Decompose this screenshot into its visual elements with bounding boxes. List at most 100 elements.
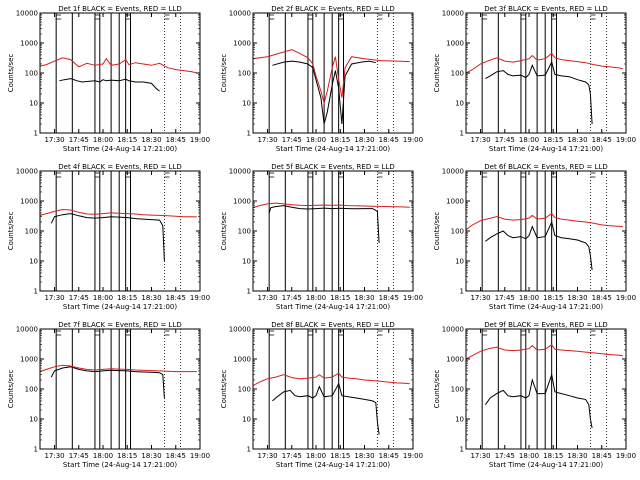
x-tick-label: 19:00	[616, 136, 636, 144]
x-tick-label: 18:45	[592, 452, 612, 460]
panel-6: Det 6f BLACK = Events, RED = LLD Counts/s…	[433, 163, 636, 311]
x-tick-label: 18:15	[117, 136, 137, 144]
x-tick-label: 18:15	[117, 294, 137, 302]
y-tick-label: 10	[242, 416, 251, 424]
x-tick-label: 18:00	[93, 294, 113, 302]
y-tick-label: 1	[460, 288, 464, 296]
x-tick-label: 17:45	[495, 136, 515, 144]
y-tick-label: 1000	[233, 356, 251, 364]
plot-frame	[252, 170, 414, 292]
y-tick-label: 10	[29, 416, 38, 424]
y-tick-label: 1000	[20, 198, 38, 206]
interval-marker	[520, 330, 526, 336]
y-axis-label: Counts/sec	[7, 370, 15, 409]
panel-title: Det 3f BLACK = Events, RED = LLD	[484, 5, 607, 13]
y-tick-label: 100	[451, 386, 464, 394]
panel-2: Det 2f BLACK = Events, RED = LLD Counts/s…	[220, 5, 423, 153]
y-axis-label: Counts/sec	[7, 54, 15, 93]
x-tick-label: 18:15	[543, 136, 563, 144]
plot-frame	[39, 12, 201, 134]
interval-marker	[520, 14, 526, 20]
interval-marker	[56, 14, 62, 20]
x-tick-label: 17:45	[69, 452, 89, 460]
y-tick-label: 100	[238, 70, 251, 78]
x-tick-label: 18:45	[379, 452, 399, 460]
interval-marker	[338, 172, 344, 178]
x-axis-label: Start Time (24-Aug-14 17:21:00)	[489, 303, 603, 311]
interval-marker	[551, 330, 557, 336]
interval-marker	[377, 14, 383, 20]
series-events	[268, 205, 380, 243]
x-tick-label: 18:00	[306, 136, 326, 144]
x-tick-label: 17:45	[495, 294, 515, 302]
interval-marker	[269, 172, 275, 178]
series-events	[59, 78, 160, 92]
y-axis-label: Counts/sec	[7, 212, 15, 251]
y-tick-label: 10000	[16, 326, 38, 334]
x-tick-label: 18:30	[354, 136, 374, 144]
y-axis-label: Counts/sec	[433, 54, 441, 93]
plot-frame	[465, 170, 627, 292]
y-tick-label: 10000	[442, 168, 464, 176]
x-tick-label: 17:45	[69, 294, 89, 302]
y-tick-label: 10	[455, 100, 464, 108]
y-tick-label: 1	[247, 446, 251, 454]
x-tick-label: 18:15	[117, 452, 137, 460]
x-tick-label: 19:00	[190, 294, 210, 302]
y-tick-label: 1000	[20, 40, 38, 48]
y-tick-label: 100	[25, 228, 38, 236]
y-tick-label: 1000	[446, 40, 464, 48]
series-events	[484, 372, 593, 429]
x-tick-label: 18:45	[166, 452, 186, 460]
x-tick-label: 19:00	[190, 136, 210, 144]
interval-marker	[94, 172, 100, 178]
y-tick-label: 1	[34, 130, 38, 138]
x-tick-label: 18:00	[306, 452, 326, 460]
x-tick-label: 18:15	[543, 294, 563, 302]
y-tick-label: 10000	[229, 168, 251, 176]
panel-title: Det 1f BLACK = Events, RED = LLD	[58, 5, 181, 13]
x-tick-label: 17:30	[470, 136, 490, 144]
x-tick-label: 18:45	[166, 136, 186, 144]
interval-marker	[307, 172, 313, 178]
x-axis-label: Start Time (24-Aug-14 17:21:00)	[276, 145, 390, 153]
interval-marker	[125, 172, 131, 178]
x-tick-label: 18:45	[379, 294, 399, 302]
plot-frame	[39, 328, 201, 450]
panel-7: Det 7f BLACK = Events, RED = LLD Counts/s…	[7, 321, 210, 469]
plot-frame	[465, 328, 627, 450]
y-tick-label: 1	[34, 446, 38, 454]
panel-5: Det 5f BLACK = Events, RED = LLD Counts/s…	[220, 163, 423, 311]
x-tick-label: 18:30	[141, 136, 161, 144]
interval-marker	[482, 172, 488, 178]
plot-frame	[39, 170, 201, 292]
x-tick-label: 17:45	[282, 136, 302, 144]
x-tick-label: 17:30	[44, 452, 64, 460]
interval-marker	[94, 330, 100, 336]
x-axis-label: Start Time (24-Aug-14 17:21:00)	[489, 461, 603, 469]
y-tick-label: 100	[451, 70, 464, 78]
x-tick-label: 18:15	[330, 136, 350, 144]
panel-8: Det 8f BLACK = Events, RED = LLD Counts/s…	[220, 321, 423, 469]
x-axis-label: Start Time (24-Aug-14 17:21:00)	[276, 461, 390, 469]
x-tick-label: 17:30	[257, 294, 277, 302]
y-tick-label: 10000	[229, 326, 251, 334]
interval-marker	[164, 172, 170, 178]
panel-title: Det 7f BLACK = Events, RED = LLD	[58, 321, 181, 329]
y-tick-label: 10000	[442, 326, 464, 334]
y-tick-label: 1000	[233, 198, 251, 206]
x-tick-label: 18:00	[519, 136, 539, 144]
x-axis-label: Start Time (24-Aug-14 17:21:00)	[489, 145, 603, 153]
x-tick-label: 18:00	[93, 136, 113, 144]
interval-marker	[307, 14, 313, 20]
x-tick-label: 17:30	[470, 452, 490, 460]
interval-marker	[377, 172, 383, 178]
y-tick-label: 100	[238, 228, 251, 236]
y-tick-label: 1	[247, 288, 251, 296]
plot-frame	[252, 328, 414, 450]
series-events	[50, 366, 165, 399]
interval-marker	[56, 330, 62, 336]
x-tick-label: 19:00	[616, 294, 636, 302]
x-tick-label: 18:15	[543, 452, 563, 460]
